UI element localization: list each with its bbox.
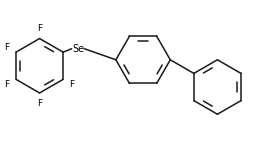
Text: F: F xyxy=(37,99,42,108)
Text: F: F xyxy=(69,80,75,89)
Text: F: F xyxy=(5,80,10,89)
Text: F: F xyxy=(37,24,42,33)
Text: Se: Se xyxy=(72,44,84,54)
Text: F: F xyxy=(5,43,10,52)
